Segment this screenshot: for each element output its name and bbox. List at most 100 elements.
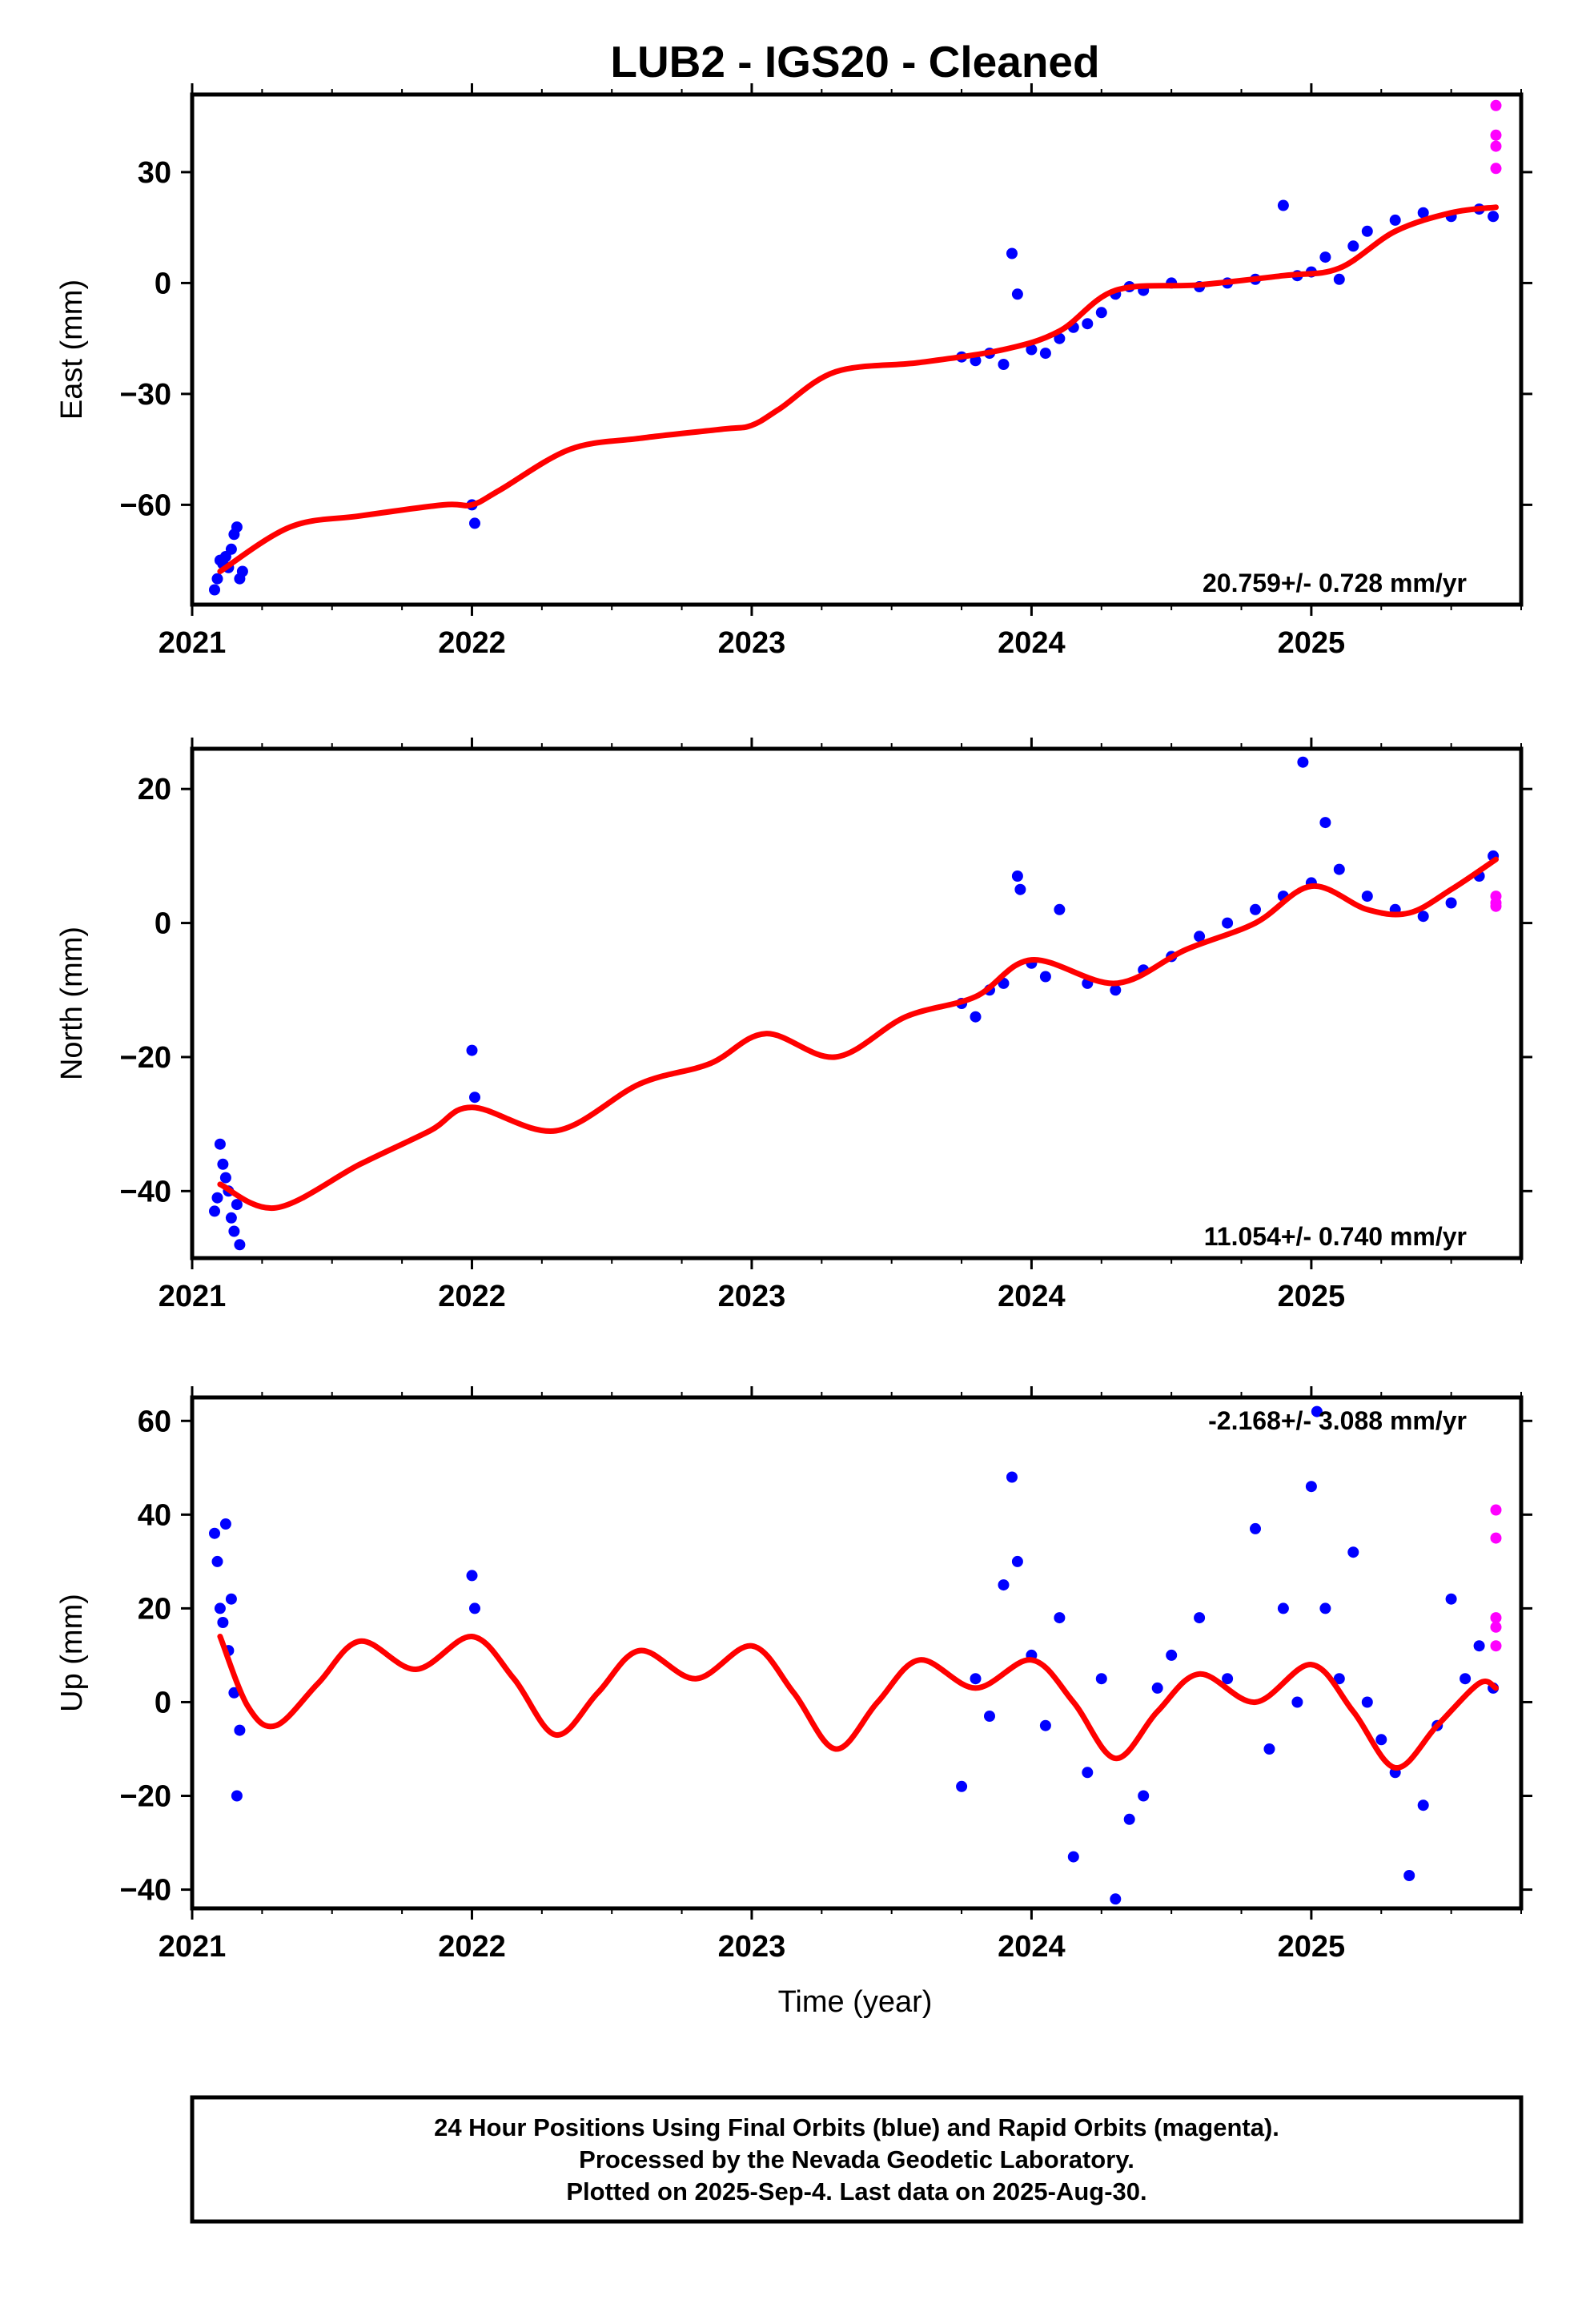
up-final-point	[1138, 1790, 1150, 1802]
up-final-point	[469, 1602, 480, 1614]
up-final-point	[211, 1555, 223, 1567]
north-final-point	[1222, 917, 1234, 929]
up-x-tick-label: 2024	[998, 1930, 1066, 1964]
east-y-tick-label: 0	[155, 267, 171, 300]
east-x-tick-label: 2024	[998, 626, 1066, 660]
east-final-point	[1389, 214, 1401, 226]
north-final-point	[1054, 903, 1066, 915]
up-model-line	[217, 1634, 1499, 1771]
north-final-point	[1039, 971, 1051, 983]
up-rapid-point	[1490, 1621, 1502, 1633]
up-final-point	[1277, 1602, 1289, 1614]
east-rate-label: 20.759+/- 0.728 mm/yr	[1203, 569, 1467, 597]
up-final-point	[984, 1711, 995, 1722]
up-y-axis-label: Up (mm)	[55, 1594, 89, 1712]
east-final-point	[211, 573, 223, 585]
east-x-tick-label: 2023	[718, 626, 786, 660]
east-y-tick-label: 30	[138, 156, 171, 190]
east-final-point	[1006, 247, 1018, 259]
east-y-tick-label: −60	[120, 489, 171, 522]
up-final-point	[466, 1570, 478, 1582]
north-x-tick-label: 2024	[998, 1280, 1066, 1313]
east-final-point	[998, 359, 1010, 370]
up-final-point	[970, 1673, 982, 1685]
up-final-point	[1054, 1612, 1066, 1624]
x-axis-label: Time (year)	[778, 1985, 933, 2019]
north-final-point	[1014, 883, 1026, 895]
east-points	[209, 99, 1502, 596]
north-final-point	[466, 1044, 478, 1056]
north-final-point	[234, 1239, 246, 1251]
north-x-tick-label: 2022	[438, 1280, 506, 1313]
up-final-point	[1222, 1673, 1234, 1685]
up-final-point	[1194, 1612, 1206, 1624]
up-final-point	[1011, 1555, 1023, 1567]
north-final-point	[1445, 897, 1457, 909]
north-panel: 2021 2022 2023 2024 2025 20 0 −20 −40 North (mm) 1…	[55, 738, 1532, 1313]
up-final-point	[1067, 1851, 1079, 1863]
up-final-point	[225, 1593, 237, 1605]
north-final-point	[1361, 891, 1373, 903]
east-final-point	[1026, 344, 1038, 356]
east-panel: 2021 2022 2023 2024 2025 30 0 −30 −60 East (mm) 20…	[55, 83, 1532, 660]
east-final-point	[1319, 251, 1331, 263]
north-final-point	[1250, 903, 1261, 915]
up-final-point	[956, 1780, 968, 1792]
up-final-point	[1333, 1673, 1345, 1685]
up-final-point	[1082, 1767, 1094, 1779]
east-final-point	[236, 565, 248, 577]
up-y-tick-label: 60	[138, 1405, 171, 1438]
east-final-point	[231, 521, 243, 533]
north-final-point	[209, 1205, 220, 1217]
north-final-point	[219, 1172, 231, 1184]
east-rapid-point	[1490, 99, 1502, 111]
up-y-tick-label: 40	[138, 1498, 171, 1532]
up-final-point	[1347, 1546, 1359, 1558]
north-x-tick-label: 2025	[1278, 1280, 1346, 1313]
north-points	[209, 756, 1502, 1251]
north-y-tick-label: −40	[120, 1175, 171, 1208]
north-final-point	[1194, 931, 1206, 943]
up-final-point	[1263, 1743, 1275, 1755]
north-final-point	[214, 1138, 226, 1150]
east-final-point	[1333, 273, 1345, 285]
up-rapid-point	[1490, 1532, 1502, 1544]
north-frame	[190, 746, 1524, 1261]
up-final-point	[1151, 1682, 1163, 1694]
north-model-line	[217, 856, 1499, 1212]
east-rapid-point	[1490, 140, 1502, 152]
north-final-point	[1319, 817, 1331, 829]
up-final-point	[1473, 1640, 1485, 1652]
north-x-tick-label: 2023	[718, 1280, 786, 1313]
up-final-point	[1123, 1813, 1135, 1825]
north-final-point	[1011, 870, 1023, 882]
up-final-point	[1095, 1673, 1107, 1685]
north-final-point	[970, 1011, 982, 1023]
east-final-point	[1361, 225, 1373, 237]
up-final-point	[1319, 1602, 1331, 1614]
north-final-point	[1333, 863, 1345, 875]
up-final-point	[1445, 1593, 1457, 1605]
up-x-tick-label: 2021	[159, 1930, 227, 1964]
east-rapid-point	[1490, 129, 1502, 141]
up-x-tick-label: 2023	[718, 1930, 786, 1964]
up-final-point	[1375, 1734, 1387, 1746]
up-final-point	[214, 1602, 226, 1614]
east-final-point	[469, 517, 480, 529]
east-x-tick-label: 2022	[438, 626, 506, 660]
north-rate-label: 11.054+/- 0.740 mm/yr	[1204, 1222, 1467, 1251]
east-final-point	[1488, 211, 1500, 223]
north-final-point	[217, 1158, 229, 1170]
east-final-point	[225, 543, 237, 555]
east-final-point	[1347, 240, 1359, 252]
up-rapid-point	[1490, 1504, 1502, 1516]
north-y-axis-label: North (mm)	[55, 927, 89, 1080]
east-final-point	[1011, 288, 1023, 300]
up-y-tick-label: 0	[155, 1686, 171, 1719]
north-final-point	[211, 1192, 223, 1204]
up-rapid-point	[1490, 1640, 1502, 1652]
east-final-point	[1095, 307, 1107, 319]
east-frame	[190, 92, 1524, 607]
up-rapid-point	[1490, 1612, 1502, 1624]
